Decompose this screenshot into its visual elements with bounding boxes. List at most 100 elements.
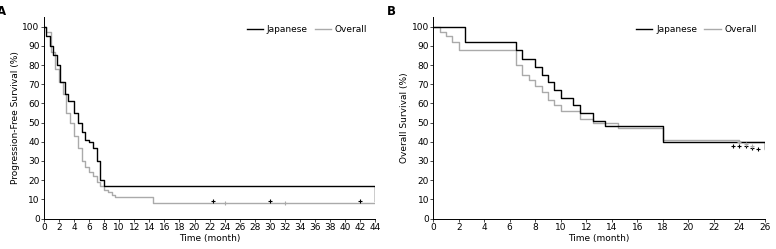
Overall <box>556 110 566 113</box>
Overall <box>575 117 584 120</box>
Overall <box>47 50 56 53</box>
Japanese <box>569 104 578 107</box>
Overall <box>531 85 540 88</box>
Japanese <box>56 81 65 84</box>
Overall <box>41 31 50 34</box>
Overall <box>454 48 463 51</box>
Japanese <box>92 159 101 162</box>
Line: Japanese: Japanese <box>43 27 376 201</box>
Overall <box>111 196 120 199</box>
Japanese <box>760 148 770 151</box>
Overall <box>39 25 48 28</box>
Japanese <box>537 73 546 76</box>
Japanese <box>658 140 667 143</box>
Japanese <box>524 58 533 61</box>
X-axis label: Time (month): Time (month) <box>179 235 241 244</box>
Y-axis label: Progression-Free Survival (%): Progression-Free Survival (%) <box>11 51 19 184</box>
Overall <box>569 110 578 113</box>
Japanese <box>511 48 521 51</box>
Japanese <box>607 125 616 128</box>
Japanese <box>53 63 62 66</box>
Line: Japanese: Japanese <box>433 27 765 149</box>
Legend: Japanese, Overall: Japanese, Overall <box>632 22 760 38</box>
Overall <box>54 81 64 84</box>
Overall <box>563 110 572 113</box>
Japanese <box>549 88 559 91</box>
Japanese <box>575 112 584 115</box>
Japanese <box>428 25 438 28</box>
Overall <box>735 140 744 143</box>
Overall <box>62 112 71 115</box>
Overall <box>148 202 158 205</box>
Overall <box>107 194 116 197</box>
Overall <box>95 185 105 187</box>
Japanese <box>69 112 78 115</box>
Overall <box>760 146 770 149</box>
Japanese <box>543 81 553 84</box>
Japanese <box>518 58 527 61</box>
Line: Overall: Overall <box>433 27 765 147</box>
Japanese <box>601 125 610 128</box>
Overall <box>607 121 616 124</box>
Overall <box>115 196 124 199</box>
Overall <box>511 63 521 66</box>
Japanese <box>144 185 154 187</box>
Overall <box>658 138 667 141</box>
Overall <box>428 25 438 28</box>
Japanese <box>99 185 109 187</box>
Japanese <box>670 140 680 143</box>
Overall <box>505 48 514 51</box>
Japanese <box>460 41 469 44</box>
Japanese <box>73 121 82 124</box>
X-axis label: Time (month): Time (month) <box>568 235 629 244</box>
Line: Overall: Overall <box>43 27 376 203</box>
Overall <box>73 146 82 149</box>
Overall <box>442 35 451 38</box>
Overall <box>69 134 78 137</box>
Overall <box>684 138 693 141</box>
Japanese <box>371 200 380 203</box>
Overall <box>77 159 86 162</box>
Japanese <box>454 25 463 28</box>
Overall <box>92 181 101 184</box>
Japanese <box>45 44 54 47</box>
Overall <box>435 31 444 34</box>
Japanese <box>85 140 94 143</box>
Overall <box>371 202 380 205</box>
Japanese <box>61 92 70 95</box>
Overall <box>594 121 604 124</box>
Japanese <box>95 179 105 182</box>
Legend: Japanese, Overall: Japanese, Overall <box>243 22 371 38</box>
Overall <box>537 90 546 93</box>
Japanese <box>39 25 48 28</box>
Y-axis label: Overall Survival (%): Overall Survival (%) <box>400 72 409 163</box>
Text: B: B <box>386 5 396 18</box>
Overall <box>130 196 139 199</box>
Japanese <box>48 54 57 57</box>
Japanese <box>77 131 86 134</box>
Overall <box>581 117 591 120</box>
Overall <box>85 171 94 174</box>
Overall <box>103 190 113 193</box>
Japanese <box>88 146 98 149</box>
Japanese <box>588 119 598 122</box>
Overall <box>448 41 457 44</box>
Japanese <box>531 65 540 68</box>
Japanese <box>505 41 514 44</box>
Overall <box>58 92 68 95</box>
Japanese <box>594 119 604 122</box>
Overall <box>518 73 527 76</box>
Overall <box>588 121 598 124</box>
Japanese <box>64 100 73 103</box>
Overall <box>543 98 553 101</box>
Overall <box>99 188 109 191</box>
Japanese <box>556 96 566 99</box>
Text: A: A <box>0 5 6 18</box>
Overall <box>50 67 60 70</box>
Japanese <box>563 96 572 99</box>
Overall <box>65 121 74 124</box>
Overall <box>549 104 559 107</box>
Overall <box>81 165 90 168</box>
Overall <box>524 79 533 82</box>
Japanese <box>81 138 90 141</box>
